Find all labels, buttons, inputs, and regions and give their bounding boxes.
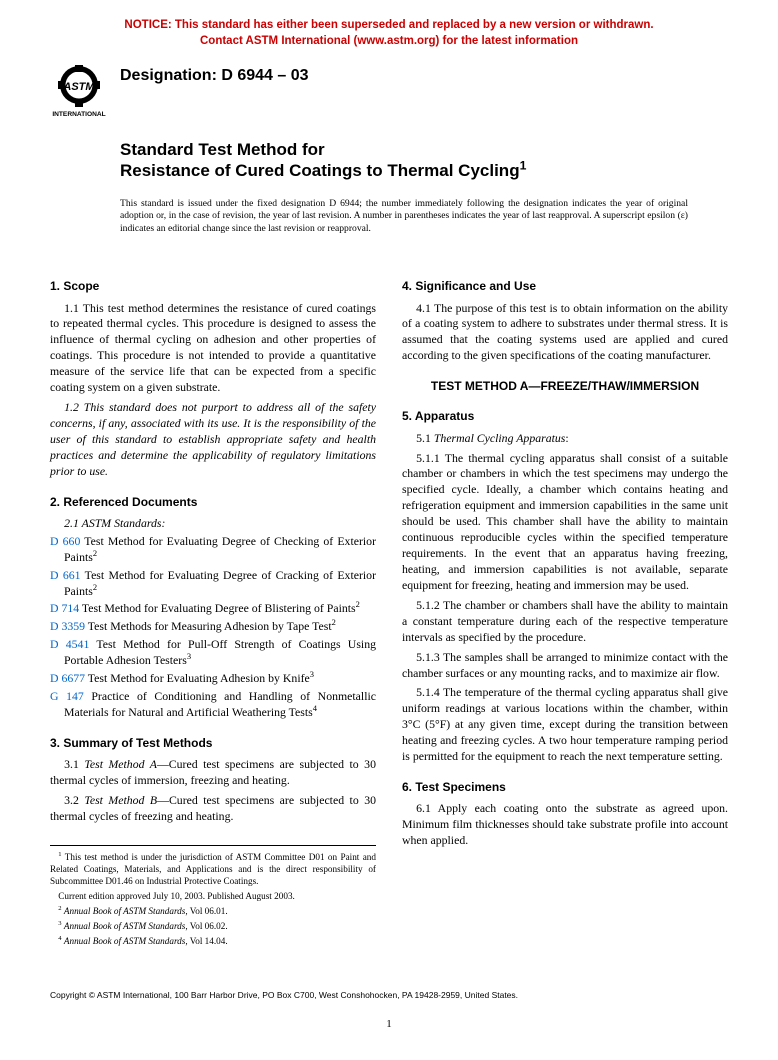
apparatus-p0-ital: Thermal Cycling Apparatus bbox=[434, 431, 566, 445]
summary-p2-lead: 3.2 bbox=[64, 793, 84, 807]
page: NOTICE: This standard has either been su… bbox=[0, 0, 778, 1060]
ref-item: D 3359 Test Methods for Measuring Adhesi… bbox=[64, 619, 376, 635]
footnotes: 1 This test method is under the jurisdic… bbox=[50, 845, 376, 948]
sig-head: 4. Significance and Use bbox=[402, 278, 728, 294]
ref-sup: 3 bbox=[187, 651, 191, 661]
right-column: 4. Significance and Use 4.1 The purpose … bbox=[402, 264, 728, 950]
summary-p1: 3.1 Test Method A—Cured test specimens a… bbox=[50, 757, 376, 789]
left-column: 1. Scope 1.1 This test method determines… bbox=[50, 264, 376, 950]
ref-text: Test Method for Evaluating Adhesion by K… bbox=[85, 671, 310, 685]
designation-text: Designation: D 6944 – 03 bbox=[120, 67, 309, 85]
specimens-p1: 6.1 Apply each coating onto the substrat… bbox=[402, 801, 728, 849]
apparatus-p0-colon: : bbox=[565, 431, 568, 445]
ref-sup: 4 bbox=[313, 703, 317, 713]
specimens-head: 6. Test Specimens bbox=[402, 779, 728, 795]
method-a-head: TEST METHOD A—FREEZE/THAW/IMMERSION bbox=[402, 378, 728, 394]
page-number: 1 bbox=[50, 1018, 728, 1030]
notice-line2: Contact ASTM International (www.astm.org… bbox=[200, 35, 578, 47]
ref-sup: 2 bbox=[356, 600, 360, 610]
footnote-1-text: This test method is under the jurisdicti… bbox=[50, 852, 376, 886]
svg-text:INTERNATIONAL: INTERNATIONAL bbox=[52, 111, 105, 118]
ref-text: Test Method for Pull-Off Strength of Coa… bbox=[64, 637, 376, 667]
issuance-note: This standard is issued under the fixed … bbox=[120, 198, 728, 237]
ref-sup: 2 bbox=[332, 617, 336, 627]
apparatus-p2: 5.1.2 The chamber or chambers shall have… bbox=[402, 598, 728, 646]
footnote-3: 3 Annual Book of ASTM Standards, Vol 06.… bbox=[50, 921, 376, 933]
apparatus-p0-lead: 5.1 bbox=[416, 431, 434, 445]
footnote-2-rest: , Vol 06.01. bbox=[185, 906, 227, 916]
ref-sup: 2 bbox=[93, 548, 97, 558]
title-line2: Resistance of Cured Coatings to Thermal … bbox=[120, 160, 728, 181]
refs-head: 2. Referenced Documents bbox=[50, 494, 376, 510]
scope-p1: 1.1 This test method determines the resi… bbox=[50, 301, 376, 397]
footnote-4: 4 Annual Book of ASTM Standards, Vol 14.… bbox=[50, 936, 376, 948]
ref-code: D 6677 bbox=[50, 671, 85, 685]
ref-item: D 4541 Test Method for Pull-Off Strength… bbox=[64, 637, 376, 669]
apparatus-p3: 5.1.3 The samples shall be arranged to m… bbox=[402, 650, 728, 682]
ref-code: D 714 bbox=[50, 601, 79, 615]
notice-banner: NOTICE: This standard has either been su… bbox=[50, 18, 728, 49]
ref-item: D 660 Test Method for Evaluating Degree … bbox=[64, 534, 376, 566]
ref-text: Practice of Conditioning and Handling of… bbox=[64, 689, 376, 719]
apparatus-head: 5. Apparatus bbox=[402, 408, 728, 424]
ref-code: D 4541 bbox=[50, 637, 89, 651]
copyright: Copyright © ASTM International, 100 Barr… bbox=[50, 990, 728, 1000]
refs-lead: 2.1 ASTM Standards: bbox=[50, 516, 376, 532]
svg-text:ASTM: ASTM bbox=[62, 81, 95, 93]
title-sup: 1 bbox=[520, 159, 527, 173]
title-block: Standard Test Method for Resistance of C… bbox=[120, 139, 728, 182]
footnote-1: 1 This test method is under the jurisdic… bbox=[50, 852, 376, 888]
apparatus-p0: 5.1 Thermal Cycling Apparatus: bbox=[402, 431, 728, 447]
summary-p2: 3.2 Test Method B—Cured test specimens a… bbox=[50, 793, 376, 825]
ref-sup: 3 bbox=[310, 669, 314, 679]
ref-sup: 2 bbox=[93, 582, 97, 592]
ref-text: Test Method for Evaluating Degree of Che… bbox=[64, 534, 376, 564]
apparatus-p1: 5.1.1 The thermal cycling apparatus shal… bbox=[402, 451, 728, 594]
footnote-1b: Current edition approved July 10, 2003. … bbox=[50, 891, 376, 903]
title-line1: Standard Test Method for bbox=[120, 139, 728, 160]
astm-logo: ASTM INTERNATIONAL bbox=[50, 63, 108, 119]
sig-p1: 4.1 The purpose of this test is to obtai… bbox=[402, 301, 728, 365]
scope-head: 1. Scope bbox=[50, 278, 376, 294]
scope-p2: 1.2 This standard does not purport to ad… bbox=[50, 400, 376, 480]
ref-text: Test Method for Evaluating Degree of Cra… bbox=[64, 568, 376, 598]
ref-item: D 661 Test Method for Evaluating Degree … bbox=[64, 568, 376, 600]
ref-code: D 660 bbox=[50, 534, 80, 548]
footnote-2-ital: Annual Book of ASTM Standards bbox=[64, 906, 185, 916]
summary-p1-ital: Test Method A bbox=[84, 757, 157, 771]
apparatus-p4: 5.1.4 The temperature of the thermal cyc… bbox=[402, 685, 728, 765]
content-columns: 1. Scope 1.1 This test method determines… bbox=[50, 264, 728, 950]
summary-p2-ital: Test Method B bbox=[84, 793, 157, 807]
footnote-4-ital: Annual Book of ASTM Standards bbox=[64, 936, 185, 946]
footnote-3-ital: Annual Book of ASTM Standards bbox=[64, 921, 185, 931]
notice-line1: NOTICE: This standard has either been su… bbox=[124, 19, 653, 31]
ref-code: G 147 bbox=[50, 689, 84, 703]
ref-text: Test Method for Evaluating Degree of Bli… bbox=[79, 601, 355, 615]
summary-p1-lead: 3.1 bbox=[64, 757, 84, 771]
summary-head: 3. Summary of Test Methods bbox=[50, 735, 376, 751]
ref-code: D 661 bbox=[50, 568, 81, 582]
ref-item: G 147 Practice of Conditioning and Handl… bbox=[64, 689, 376, 721]
title-main: Resistance of Cured Coatings to Thermal … bbox=[120, 161, 520, 180]
ref-item: D 6677 Test Method for Evaluating Adhesi… bbox=[64, 671, 376, 687]
footnote-2: 2 Annual Book of ASTM Standards, Vol 06.… bbox=[50, 906, 376, 918]
ref-item: D 714 Test Method for Evaluating Degree … bbox=[64, 601, 376, 617]
ref-text: Test Methods for Measuring Adhesion by T… bbox=[85, 619, 332, 633]
ref-code: D 3359 bbox=[50, 619, 85, 633]
footnote-3-rest: , Vol 06.02. bbox=[185, 921, 227, 931]
footnote-4-rest: , Vol 14.04. bbox=[185, 936, 227, 946]
header-row: ASTM INTERNATIONAL Designation: D 6944 –… bbox=[50, 61, 728, 119]
